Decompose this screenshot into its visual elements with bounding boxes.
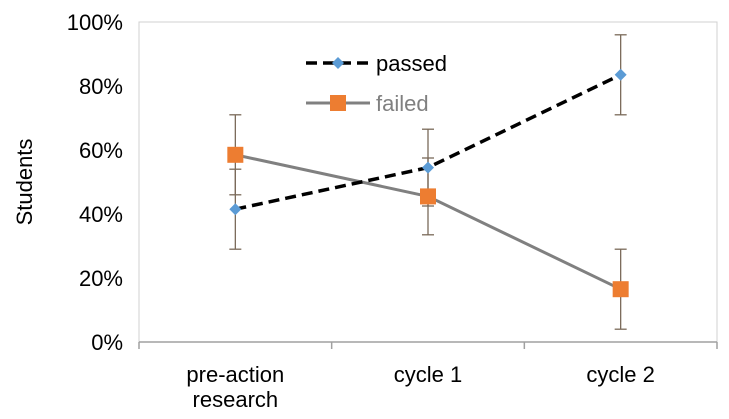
y-tick-label: 80% xyxy=(79,74,123,99)
x-tick-label: cycle 2 xyxy=(586,362,654,387)
data-point-passed xyxy=(422,161,434,174)
x-tick-label: research xyxy=(193,387,279,412)
y-axis-ticks: 0% 20% 40% 60% 80% 100% xyxy=(67,10,123,355)
y-tick-label: 60% xyxy=(79,138,123,163)
x-tick-label: pre-action xyxy=(186,362,284,387)
data-point-passed xyxy=(229,203,242,216)
y-axis-label: Students xyxy=(12,139,37,226)
legend-label-passed: passed xyxy=(376,51,447,76)
data-point-failed xyxy=(420,188,436,205)
legend: passed failed xyxy=(306,51,447,116)
legend-marker-failed xyxy=(330,95,346,111)
y-tick-label: 40% xyxy=(79,202,123,227)
series-markers xyxy=(227,68,629,298)
y-tick-label: 100% xyxy=(67,10,123,35)
legend-marker-passed xyxy=(332,57,344,69)
y-tick-label: 0% xyxy=(91,330,123,355)
data-point-failed xyxy=(227,146,244,163)
legend-label-failed: failed xyxy=(376,91,429,116)
y-tick-label: 20% xyxy=(79,266,123,291)
data-point-passed xyxy=(614,68,627,81)
data-point-failed xyxy=(612,281,629,298)
x-tick-label: cycle 1 xyxy=(394,362,462,387)
